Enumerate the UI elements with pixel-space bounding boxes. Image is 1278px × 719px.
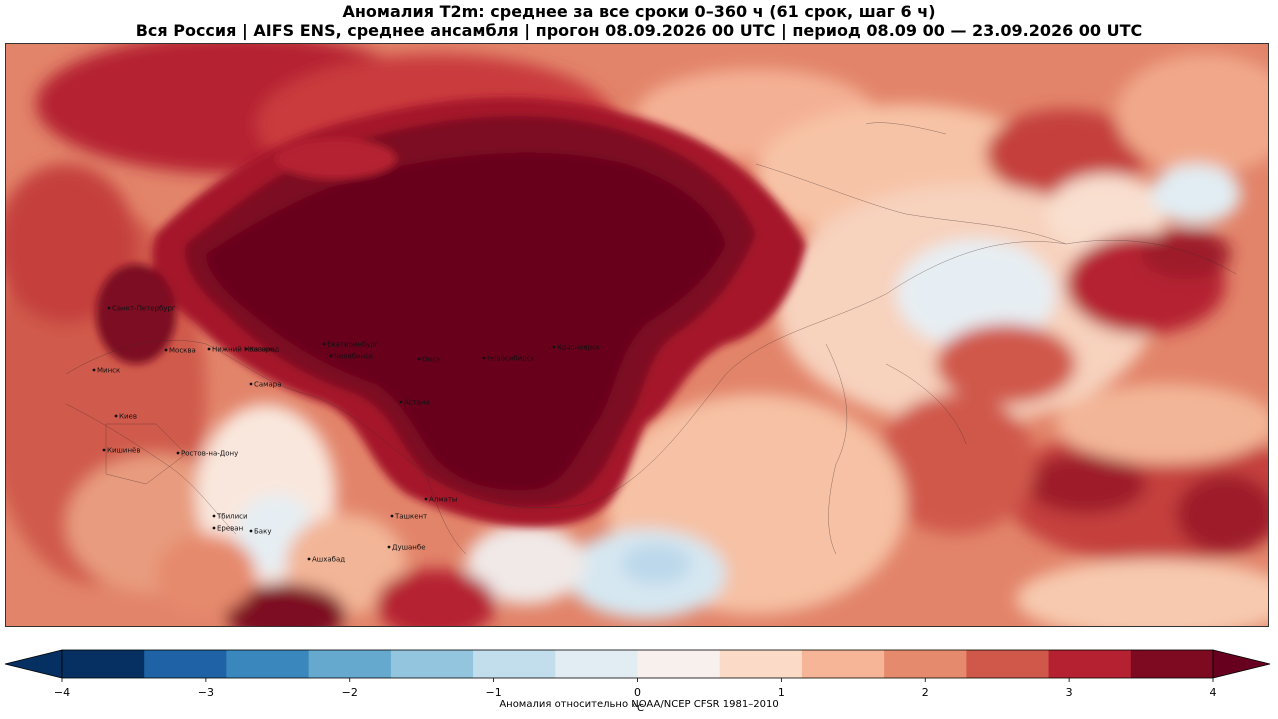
city-label: Алматы — [429, 496, 457, 504]
city-label: Ашхабад — [312, 556, 345, 564]
city-label: Киев — [119, 413, 137, 421]
city-marker — [399, 400, 403, 404]
colorbar-segment — [144, 650, 227, 678]
city-marker — [102, 448, 106, 452]
city-label: Минск — [97, 367, 120, 375]
city-label: Санкт-Петербург — [112, 305, 176, 313]
map-subtitle: Вся Россия | AIFS ENS, среднее ансамбля … — [135, 21, 1143, 40]
colorbar-segment — [1048, 650, 1132, 678]
city-marker — [212, 526, 216, 530]
city-marker — [249, 529, 253, 533]
colorbar-segment — [719, 650, 803, 678]
city-label: Кишинёв — [107, 447, 140, 455]
city-label: Екатеринбург — [327, 341, 379, 349]
colorbar-tick-label: −2 — [341, 686, 358, 699]
warm-anomaly-core — [96, 97, 807, 527]
colorbar-tick-label: −4 — [53, 686, 71, 699]
colorbar-segment — [966, 650, 1050, 678]
colorbar-segment — [473, 650, 556, 678]
colorbar-segment — [801, 650, 885, 678]
city-marker — [207, 347, 211, 351]
city-marker — [552, 345, 556, 349]
map-title: Аномалия T2m: среднее за все сроки 0–360… — [342, 2, 936, 21]
colorbar-tick-label: 4 — [1209, 686, 1217, 699]
colorbar-under-extend — [4, 649, 63, 679]
city-label: Душанбе — [392, 544, 426, 552]
city-marker — [482, 356, 486, 360]
colorbar-segment — [390, 650, 474, 678]
city-label: Казань — [249, 346, 275, 354]
city-label: Челябинск — [334, 353, 373, 361]
city-marker — [307, 557, 311, 561]
city-marker — [249, 382, 253, 386]
city-marker — [92, 368, 96, 372]
city-label: Новосибирск — [487, 355, 535, 363]
anomaly-map: Санкт-Петербург Москва Нижний Новгород Каза… — [5, 43, 1269, 627]
country-borders — [65, 122, 1237, 555]
city-marker — [244, 347, 248, 351]
city-label: Тбилиси — [216, 513, 248, 521]
city-label: Самара — [254, 381, 281, 389]
city-label: Астана — [404, 399, 430, 407]
colorbar-unit: °C — [632, 703, 644, 714]
city-label: Омск — [422, 356, 441, 364]
city-marker — [164, 348, 168, 352]
colorbar-segment — [62, 650, 145, 678]
city-marker — [329, 354, 333, 358]
city-marker — [212, 514, 216, 518]
colorbar-over-extend — [1212, 649, 1271, 679]
colorbar-tick-label: 1 — [777, 686, 785, 699]
city-label: Ереван — [217, 525, 243, 533]
city-label: Москва — [169, 347, 196, 355]
city-label: Ростов-на-Дону — [181, 450, 238, 458]
city-label: Красноярск — [557, 344, 600, 352]
colorbar-segment — [637, 650, 721, 678]
colorbar-segment — [308, 650, 392, 678]
colorbar-tick-label: 2 — [921, 686, 929, 699]
city-label: Баку — [254, 528, 271, 536]
colorbar-footnote: Аномалия относительно NOAA/NCEP CFSR 198… — [499, 699, 779, 710]
city-label: Ташкент — [394, 513, 427, 521]
colorbar-tick-label: 0 — [634, 686, 641, 699]
colorbar-segment — [884, 650, 967, 678]
city-marker — [424, 497, 428, 501]
colorbar-segment — [226, 650, 310, 678]
city-marker — [176, 451, 180, 455]
city-marker — [387, 545, 391, 549]
colorbar-segment — [1130, 650, 1214, 678]
colorbar-segment — [555, 650, 638, 678]
colorbar-tick-label: −1 — [485, 686, 502, 699]
city-marker — [114, 414, 118, 418]
city-marker — [322, 342, 326, 346]
colorbar — [4, 649, 1271, 682]
city-marker — [417, 357, 421, 361]
city-marker — [390, 514, 394, 518]
city-marker — [107, 306, 111, 310]
colorbar-tick-label: −3 — [197, 686, 214, 699]
colorbar-tick-label: 3 — [1065, 686, 1073, 699]
